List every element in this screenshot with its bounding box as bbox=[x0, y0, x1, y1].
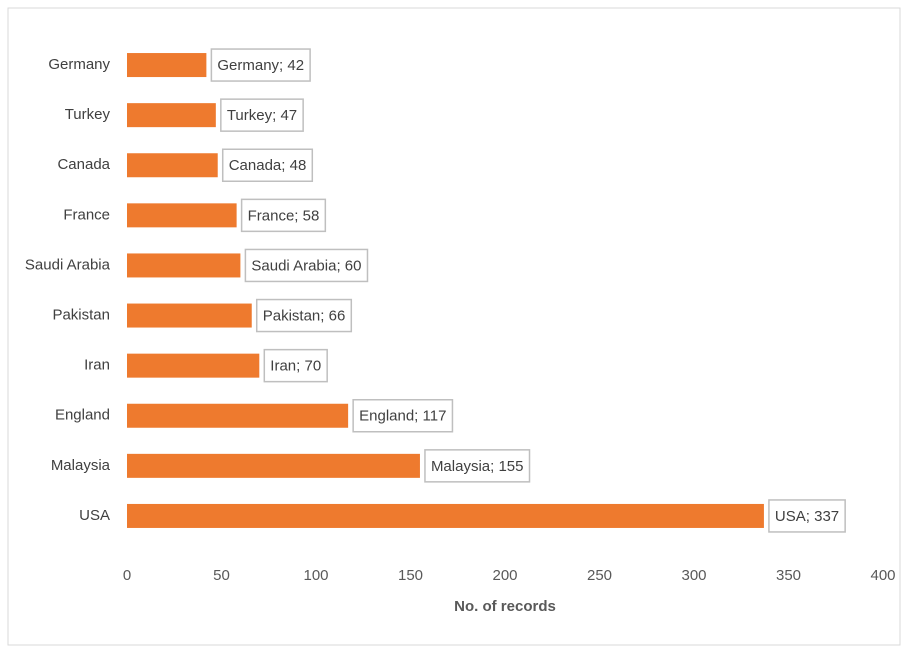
x-axis-label: No. of records bbox=[454, 598, 556, 615]
bar bbox=[127, 403, 349, 428]
data-label: Iran; 70 bbox=[270, 358, 321, 375]
y-tick-label: Saudi Arabia bbox=[25, 256, 111, 273]
data-label-box bbox=[221, 148, 314, 182]
data-label: Turkey; 47 bbox=[227, 107, 297, 124]
data-label-box bbox=[263, 348, 328, 383]
data-label-box bbox=[244, 248, 369, 283]
data-label-box bbox=[424, 449, 531, 483]
y-tick-label: Pakistan bbox=[52, 307, 110, 324]
x-tick-label: 400 bbox=[870, 567, 895, 584]
data-label-box bbox=[352, 399, 454, 433]
y-tick-label: Canada bbox=[57, 156, 110, 173]
data-label: Germany; 42 bbox=[217, 57, 304, 74]
bar bbox=[127, 453, 420, 478]
data-label: Malaysia; 155 bbox=[431, 458, 524, 475]
x-tick-label: 50 bbox=[213, 567, 230, 584]
bar bbox=[127, 253, 241, 278]
y-tick-label: Turkey bbox=[65, 106, 111, 123]
y-tick-label: Malaysia bbox=[51, 457, 111, 474]
bar bbox=[127, 503, 764, 528]
bar bbox=[127, 53, 207, 78]
x-tick-label: 0 bbox=[123, 567, 131, 584]
data-label-box bbox=[220, 98, 304, 132]
y-tick-label: USA bbox=[79, 507, 110, 524]
x-tick-label: 350 bbox=[776, 567, 801, 584]
data-label: Saudi Arabia; 60 bbox=[251, 257, 361, 274]
y-tick-label: France bbox=[63, 206, 110, 223]
x-tick-label: 150 bbox=[398, 567, 423, 584]
bar bbox=[127, 303, 252, 328]
x-tick-label: 200 bbox=[492, 567, 517, 584]
data-label: Pakistan; 66 bbox=[263, 308, 346, 325]
data-label-box bbox=[768, 499, 846, 533]
data-label: USA; 337 bbox=[775, 508, 839, 525]
data-label: England; 117 bbox=[359, 408, 446, 425]
x-tick-label: 250 bbox=[587, 567, 612, 584]
y-tick-label: Germany bbox=[48, 56, 110, 73]
bar bbox=[127, 203, 237, 228]
bar bbox=[127, 103, 216, 128]
data-label-box bbox=[240, 198, 327, 233]
chart-frame bbox=[7, 7, 901, 646]
data-label-box bbox=[255, 298, 353, 333]
bar bbox=[127, 153, 218, 178]
y-tick-label: England bbox=[55, 407, 110, 424]
x-tick-label: 300 bbox=[681, 567, 706, 584]
y-tick-label: Iran bbox=[84, 357, 110, 374]
data-label-box bbox=[210, 48, 311, 82]
x-tick-label: 100 bbox=[303, 567, 328, 584]
data-label: Canada; 48 bbox=[229, 157, 307, 174]
data-label: France; 58 bbox=[248, 207, 320, 224]
bar bbox=[127, 353, 260, 378]
